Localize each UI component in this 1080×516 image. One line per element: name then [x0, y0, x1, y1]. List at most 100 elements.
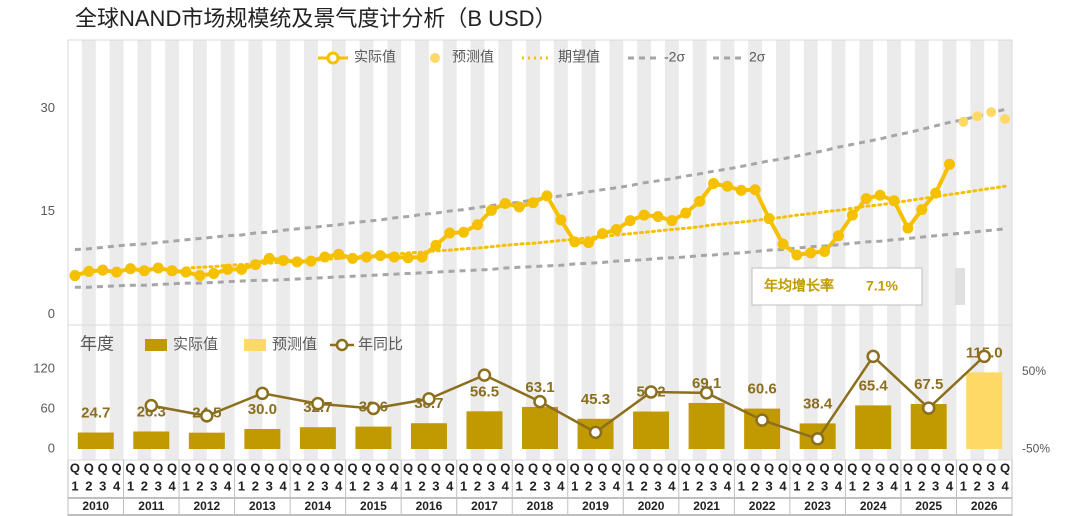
legend-swatch — [244, 339, 266, 351]
quarter-label: 4 — [724, 478, 732, 493]
quarter-prefix: Q — [903, 460, 913, 475]
data-line — [74, 163, 952, 278]
quarter-prefix: Q — [806, 460, 816, 475]
quarter-label: 2 — [141, 478, 148, 493]
stripe — [887, 40, 901, 460]
x-tick-label: 2014 — [305, 499, 332, 513]
legend-label: -2σ — [664, 49, 685, 65]
yoy-point — [699, 386, 714, 400]
quarter-label: 3 — [210, 478, 217, 493]
data-label: 45.3 — [581, 391, 610, 408]
data-point — [930, 187, 942, 199]
data-point — [680, 207, 692, 219]
x-tick-label: 2020 — [638, 499, 665, 513]
y-tick-label: 60 — [41, 400, 55, 415]
legend-swatch — [145, 339, 167, 351]
quarter-label: 2 — [85, 478, 92, 493]
data-point — [832, 230, 844, 242]
quarter-label: 3 — [599, 478, 606, 493]
quarter-prefix: Q — [236, 460, 246, 475]
x-tick-label: 2012 — [193, 499, 220, 513]
data-point — [138, 265, 150, 277]
quarter-label: 3 — [654, 478, 661, 493]
quarter-label: 3 — [932, 478, 939, 493]
data-point — [319, 251, 331, 263]
stripe — [192, 40, 207, 460]
quarter-prefix: Q — [889, 460, 899, 475]
band-line — [74, 227, 1006, 289]
stripe — [415, 40, 429, 460]
data-point — [236, 263, 248, 275]
stripe — [165, 40, 180, 460]
y2-tick-label: -50% — [1022, 441, 1050, 455]
quarter-label: 4 — [224, 478, 232, 493]
data-point — [458, 226, 470, 238]
data-point — [569, 236, 581, 248]
quarter-label: 1 — [293, 478, 300, 493]
quarter-label: 3 — [321, 478, 328, 493]
band-line — [74, 107, 1006, 251]
legend-swatch — [326, 51, 340, 65]
legend-title: 年度 — [80, 334, 114, 353]
data-point — [652, 210, 664, 222]
data-point — [596, 228, 608, 240]
quarter-label: 2 — [252, 478, 259, 493]
x-tick-label: 2013 — [249, 499, 276, 513]
data-point — [97, 264, 109, 276]
bar — [244, 429, 281, 449]
quarter-label: 1 — [571, 478, 578, 493]
yoy-point — [977, 349, 991, 364]
quarter-prefix: Q — [514, 460, 524, 475]
stripe — [859, 40, 874, 460]
data-label: 65.4 — [859, 377, 889, 394]
forecast-point — [958, 116, 969, 127]
bar — [410, 423, 447, 449]
quarter-prefix: Q — [875, 460, 885, 475]
data-label: 69.1 — [692, 375, 721, 392]
data-point — [874, 189, 886, 201]
quarter-label: 3 — [710, 478, 717, 493]
data-point — [902, 222, 914, 234]
forecast-point — [972, 111, 983, 122]
x-tick-label: 2022 — [749, 499, 776, 513]
annotation-box — [751, 267, 923, 306]
quarter-prefix: Q — [181, 460, 191, 475]
bar — [133, 431, 170, 449]
stripe — [470, 40, 485, 460]
quarter-prefix: Q — [542, 460, 552, 475]
data-label: 30.0 — [248, 401, 277, 418]
quarter-prefix: Q — [278, 460, 288, 475]
data-point — [180, 266, 192, 278]
yoy-point — [755, 413, 769, 427]
bar — [355, 426, 392, 449]
quarter-label: 1 — [627, 478, 634, 493]
quarter-prefix: Q — [820, 460, 830, 475]
yoy-point — [255, 386, 270, 401]
data-label: 67.5 — [914, 376, 943, 393]
quarter-label: 3 — [155, 478, 162, 493]
yoy-point — [200, 409, 214, 423]
quarter-label: 3 — [821, 478, 828, 493]
bar — [77, 432, 114, 449]
data-point — [194, 270, 206, 282]
data-point — [638, 209, 650, 221]
data-point — [735, 184, 747, 196]
quarter-label: 2 — [807, 478, 814, 493]
data-point — [791, 249, 803, 261]
annotation: 年均增长率 — [764, 278, 834, 294]
quarter-prefix: Q — [139, 460, 149, 475]
quarter-prefix: Q — [667, 460, 677, 475]
quarter-prefix: Q — [389, 460, 399, 475]
quarter-label: 1 — [127, 478, 134, 493]
data-point — [69, 270, 81, 282]
yoy-point — [477, 368, 492, 382]
quarter-label: 4 — [835, 478, 843, 493]
quarter-prefix: Q — [125, 460, 135, 475]
data-point — [916, 204, 928, 216]
quarter-label: 2 — [863, 478, 870, 493]
quarter-label: 4 — [280, 478, 288, 493]
quarter-prefix: Q — [792, 460, 802, 475]
data-point — [860, 193, 872, 205]
quarter-label: 2 — [307, 478, 314, 493]
data-label: 60.6 — [748, 381, 777, 398]
